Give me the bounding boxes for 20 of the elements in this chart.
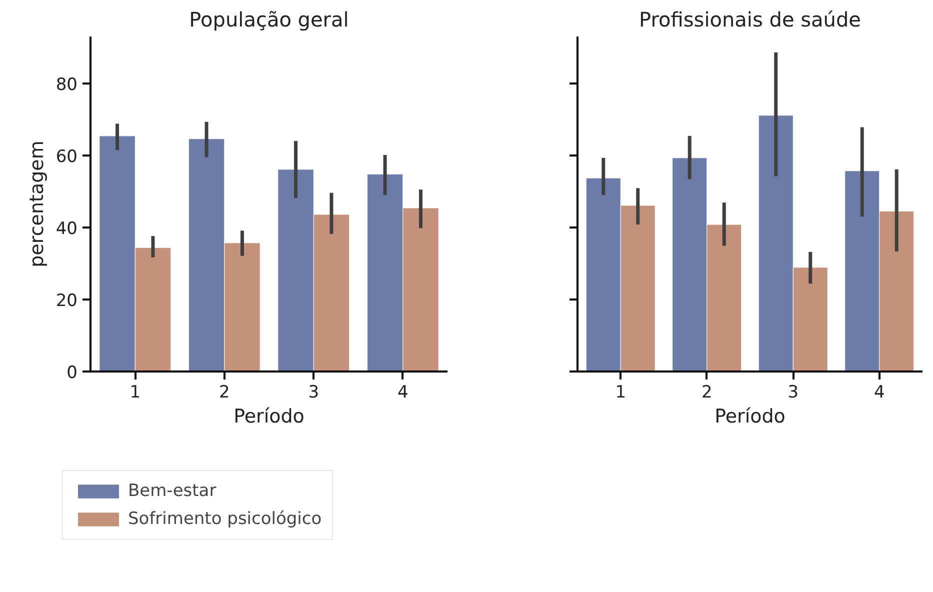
x-tick-label: 3 <box>788 382 799 402</box>
y-axis-title: percentagem <box>26 140 48 268</box>
y-tick-label: 40 <box>56 218 78 239</box>
x-tick-label: 1 <box>130 382 141 402</box>
x-tick-label: 4 <box>397 382 408 402</box>
y-tick-label: 0 <box>66 363 78 383</box>
x-tick-label: 3 <box>308 382 320 402</box>
chart-title: Profissionais de saúde <box>639 8 861 32</box>
x-axis-title: Período <box>234 406 304 428</box>
y-tick-label: 60 <box>56 146 78 167</box>
chart-title: População geral <box>189 8 349 32</box>
legend-label: Sofrimento psicológico <box>128 509 322 529</box>
x-tick-label: 2 <box>701 382 712 402</box>
y-tick-label: 20 <box>56 290 78 311</box>
x-tick-label: 1 <box>615 382 626 402</box>
x-axis-title: Período <box>714 406 786 428</box>
x-tick-label: 2 <box>218 382 230 402</box>
y-tick-label: 80 <box>56 74 78 95</box>
legend-label: Bem-estar <box>128 481 216 501</box>
x-tick-label: 4 <box>874 382 885 402</box>
